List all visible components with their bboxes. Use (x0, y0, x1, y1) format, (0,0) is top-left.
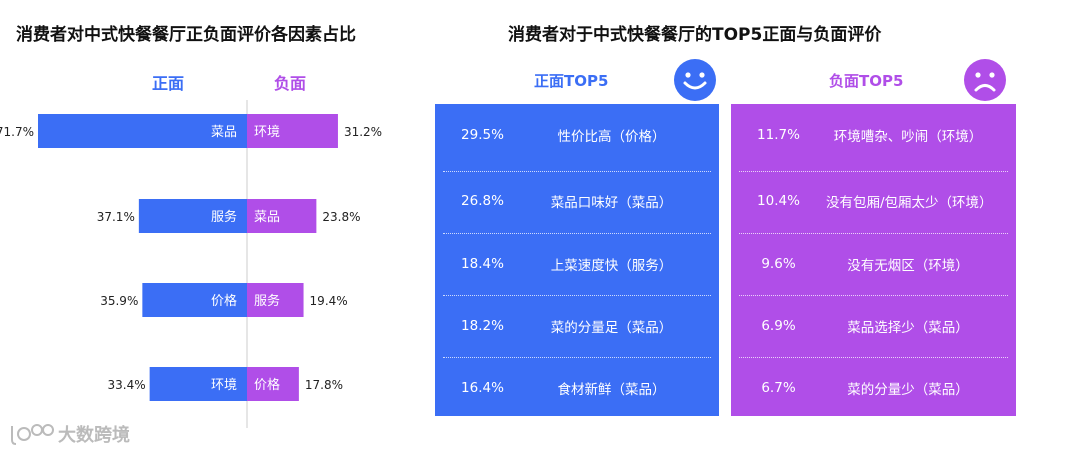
negative-pct: 10.4% (757, 193, 800, 209)
positive-row: 16.4% 食材新鲜（菜品） (435, 357, 719, 419)
negative-row: 10.4% 没有包厢/包厢太少（环境） (731, 170, 1016, 232)
positive-bar-category: 菜品 (211, 125, 237, 140)
row-divider (443, 171, 711, 172)
negative-row: 6.7% 菜的分量少（菜品） (731, 357, 1016, 419)
row-divider (739, 357, 1008, 358)
positive-row: 18.2% 菜的分量足（菜品） (435, 295, 719, 357)
negative-bar (247, 114, 338, 148)
positive-label: 食材新鲜（菜品） (557, 382, 666, 398)
row-divider (443, 357, 711, 358)
diverging-bar-chart: 菜品 71.7% 环境 31.2% 服务 37.1% 菜品 23.8% 价格 35.9% 服务 19.… (0, 100, 382, 428)
positive-pct: 18.2% (461, 318, 504, 334)
positive-label: 菜品口味好（菜品） (550, 195, 673, 211)
smiley-face-icon (674, 59, 716, 101)
positive-bar-category: 价格 (211, 293, 237, 309)
negative-top5-header: 负面TOP5 (829, 72, 904, 90)
positive-bar-value: 71.7% (0, 125, 34, 139)
positive-pct: 26.8% (461, 193, 504, 209)
sad-face-icon (964, 59, 1006, 101)
positive-bar (38, 114, 247, 148)
negative-bar-category: 价格 (254, 377, 280, 393)
left-chart-title: 消费者对中式快餐餐厅正负面评价各因素占比 (16, 25, 356, 45)
legend-negative: 负面 (274, 74, 307, 93)
negative-row: 6.9% 菜品选择少（菜品） (731, 295, 1016, 357)
negative-label: 菜品选择少（菜品） (847, 320, 969, 336)
negative-label: 环境嘈杂、吵闹（环境） (833, 129, 983, 145)
positive-bar-category: 环境 (211, 378, 237, 393)
negative-bar (247, 283, 304, 317)
negative-label: 菜的分量少（菜品） (847, 382, 969, 398)
negative-pct: 6.9% (761, 318, 796, 334)
watermark-text: 大数跨境 (58, 424, 130, 446)
positive-bar-category: 服务 (211, 209, 237, 225)
negative-bar-category: 环境 (254, 125, 280, 140)
positive-bar (142, 283, 247, 317)
negative-label: 没有无烟区（环境） (847, 258, 969, 274)
legend-positive: 正面 (152, 74, 185, 93)
positive-row: 26.8% 菜品口味好（菜品） (435, 170, 719, 232)
negative-label: 没有包厢/包厢太少（环境） (826, 195, 993, 211)
positive-top5-header: 正面TOP5 (534, 72, 609, 90)
positive-top5-panel: 29.5% 性价比高（价格） 26.8% 菜品口味好（菜品） 18.4% 上菜速… (435, 104, 719, 416)
positive-bar (138, 199, 247, 233)
negative-bar-value: 31.2% (344, 125, 382, 139)
positive-bar-value: 33.4% (108, 378, 146, 392)
positive-label: 性价比高（价格） (557, 129, 666, 145)
dashuju-logo-icon: 大数跨境 (11, 424, 130, 446)
right-panel-title: 消费者对于中式快餐餐厅的TOP5正面与负面评价 (508, 25, 882, 45)
positive-row: 18.4% 上菜速度快（服务） (435, 233, 719, 295)
positive-label: 菜的分量足（菜品） (550, 320, 673, 336)
positive-pct: 18.4% (461, 256, 504, 272)
positive-bar-value: 35.9% (100, 294, 138, 308)
row-divider (739, 233, 1008, 234)
row-divider (739, 171, 1008, 172)
row-divider (739, 295, 1008, 296)
negative-pct: 9.6% (761, 256, 796, 272)
negative-pct: 6.7% (761, 380, 796, 396)
positive-bar (149, 367, 247, 401)
positive-bar-value: 37.1% (97, 210, 135, 224)
positive-label: 上菜速度快（服务） (550, 258, 673, 274)
negative-bar-category: 菜品 (254, 210, 280, 225)
negative-bar-value: 19.4% (310, 294, 348, 308)
negative-row: 11.7% 环境嘈杂、吵闹（环境） (731, 104, 1016, 166)
negative-top5-panel: 11.7% 环境嘈杂、吵闹（环境） 10.4% 没有包厢/包厢太少（环境） 9.… (731, 104, 1016, 416)
negative-bar-category: 服务 (254, 293, 280, 309)
negative-bar (247, 367, 299, 401)
negative-pct: 11.7% (757, 127, 800, 143)
positive-pct: 29.5% (461, 127, 504, 143)
negative-row: 9.6% 没有无烟区（环境） (731, 233, 1016, 295)
negative-bar (247, 199, 317, 233)
positive-pct: 16.4% (461, 380, 504, 396)
positive-row: 29.5% 性价比高（价格） (435, 104, 719, 166)
row-divider (443, 233, 711, 234)
row-divider (443, 295, 711, 296)
negative-bar-value: 17.8% (305, 378, 343, 392)
negative-bar-value: 23.8% (322, 210, 360, 224)
